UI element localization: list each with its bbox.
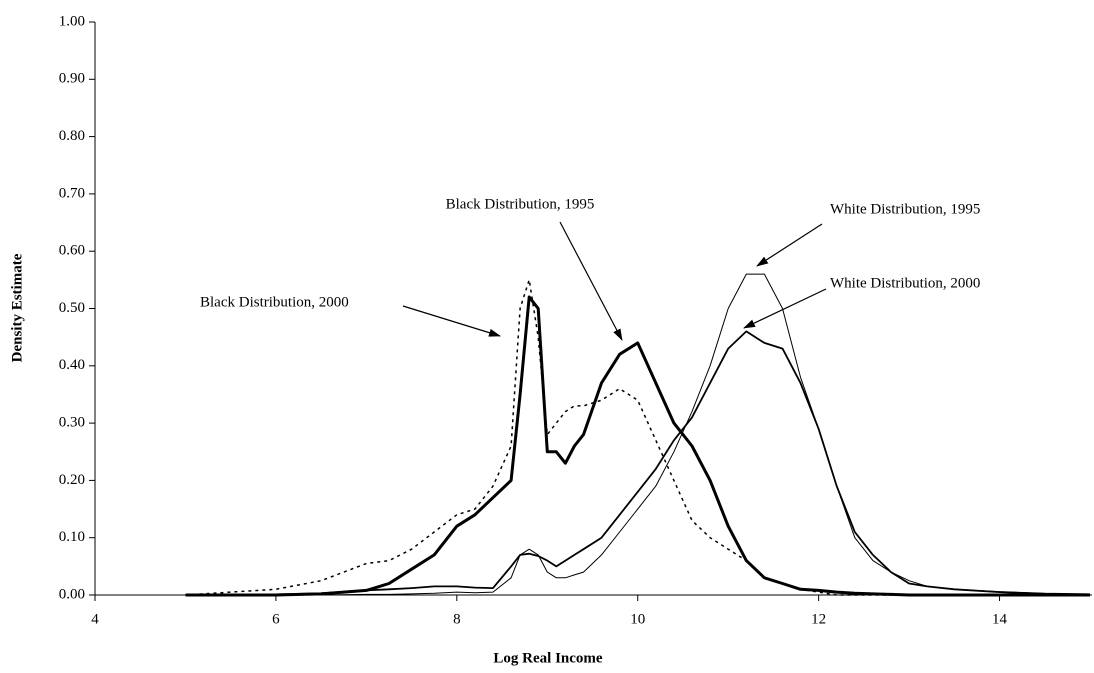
annotation: White Distribution, 2000 (830, 275, 980, 291)
x-tick-label: 14 (992, 611, 1008, 627)
x-axis-title: Log Real Income (493, 650, 602, 666)
x-tick-label: 6 (272, 611, 280, 627)
annotation-arrow (559, 221, 623, 341)
y-tick-label: 0.20 (59, 472, 85, 488)
y-tick-label: 0.00 (59, 586, 85, 602)
y-tick-label: 0.50 (59, 300, 85, 316)
y-tick-label: 1.00 (59, 13, 85, 29)
y-tick-label: 0.40 (59, 357, 85, 373)
x-tick-label: 4 (91, 611, 99, 627)
annotation: Black Distribution, 1995 (446, 196, 595, 212)
y-axis-title: Density Estimate (9, 253, 25, 362)
line-series (185, 295, 1090, 597)
line-series (185, 273, 1091, 596)
annotation-arrow (756, 223, 823, 267)
line-series (185, 330, 1091, 596)
y-tick-label: 0.10 (59, 529, 85, 545)
annotation-arrow (402, 305, 501, 337)
x-tick-label: 8 (453, 611, 461, 627)
y-tick-label: 0.60 (59, 243, 85, 259)
x-tick-label: 10 (630, 611, 645, 627)
line-series (185, 279, 1090, 596)
x-tick-label: 12 (811, 611, 826, 627)
annotation-arrow (743, 288, 827, 329)
y-tick-label: 0.70 (59, 185, 85, 201)
annotation: White Distribution, 1995 (830, 201, 980, 217)
annotation: Black Distribution, 2000 (200, 294, 349, 310)
y-tick-label: 0.30 (59, 415, 85, 431)
y-tick-label: 0.80 (59, 128, 85, 144)
y-tick-label: 0.90 (59, 71, 85, 87)
